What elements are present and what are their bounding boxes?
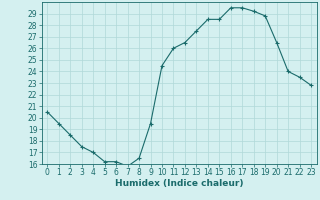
- X-axis label: Humidex (Indice chaleur): Humidex (Indice chaleur): [115, 179, 244, 188]
